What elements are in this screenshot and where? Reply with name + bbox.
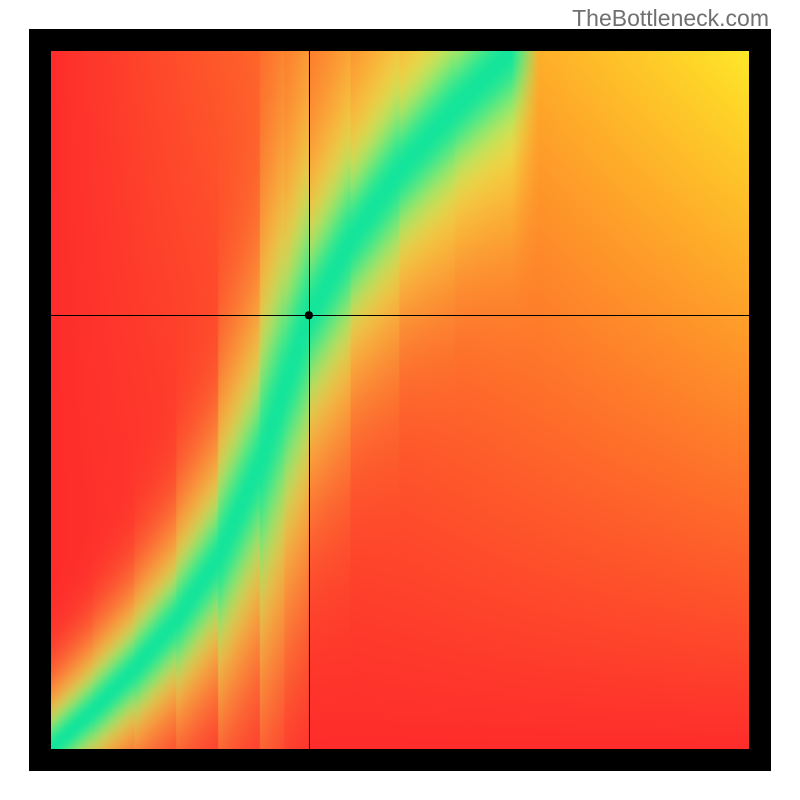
chart-outer-frame	[29, 29, 771, 771]
watermark-text: TheBottleneck.com	[572, 5, 769, 32]
bottleneck-heatmap-canvas	[29, 29, 771, 771]
